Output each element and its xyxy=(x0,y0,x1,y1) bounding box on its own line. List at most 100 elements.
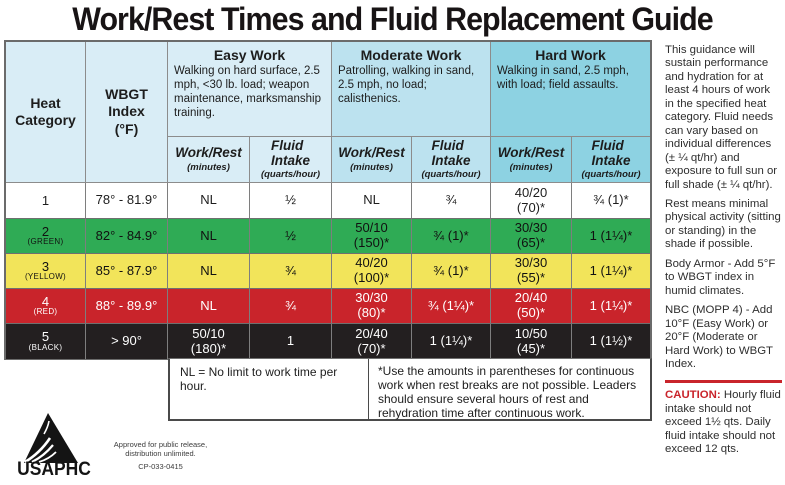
easy-fluid-cell: ½ xyxy=(250,219,332,254)
red-divider-rule xyxy=(665,380,782,384)
wbgt-range-cell: 78° - 81.9° xyxy=(86,183,168,219)
usaphc-logo-wordmark: USAPHC xyxy=(17,459,91,480)
usaphc-triangle-logo-icon xyxy=(24,413,78,464)
moderate-work-rest-cell: 50/10 (150)* xyxy=(332,219,412,254)
moderate-work-rest-cell: NL xyxy=(332,183,412,219)
hard-fluid-cell: ¾ (1)* xyxy=(572,183,650,219)
hard-fluid-cell: 1 (1½)* xyxy=(572,324,650,359)
group-header-hard-work: Hard Work Walking in sand, 2.5 mph, with… xyxy=(491,42,650,137)
wbgt-range-cell: 82° - 84.9° xyxy=(86,219,168,254)
table-row-heat-cat-4: 4 (RED) 88° - 89.9° NL ¾ 30/30 (80)* ¾ (… xyxy=(6,289,650,324)
subheader-moderate-work-rest: Work/Rest (minutes) xyxy=(332,137,412,183)
heat-category-number: 3 xyxy=(41,258,50,274)
table-row-heat-cat-5: 5 (BLACK) > 90° 50/10 (180)* 1 20/40 (70… xyxy=(6,324,650,359)
col-header-wbgt-index: WBGT Index (°F) xyxy=(86,42,168,183)
work-rest-table: Heat Category WBGT Index (°F) Easy Work … xyxy=(4,40,652,360)
hard-fluid-cell: 1 (1¼)* xyxy=(572,254,650,289)
wbgt-range-cell: 88° - 89.9° xyxy=(86,289,168,324)
hard-work-rest-cell: 30/30 (55)* xyxy=(491,254,572,289)
group-description: Walking in sand, 2.5 mph, with load; fie… xyxy=(497,65,629,92)
subheader-label: Fluid Intake xyxy=(591,138,631,168)
easy-work-rest-cell: NL xyxy=(168,254,250,289)
moderate-fluid-cell: 1 (1¼)* xyxy=(412,324,491,359)
easy-fluid-cell: ½ xyxy=(250,183,332,219)
hard-work-rest-cell: 40/20 (70)* xyxy=(491,183,572,219)
subheader-label: Work/Rest xyxy=(497,145,565,161)
col-header-heat-category: Heat Category xyxy=(6,42,86,183)
subheader-moderate-fluid-intake: Fluid Intake (quarts/hour) xyxy=(412,137,491,183)
table-row-heat-cat-1: 1 78° - 81.9° NL ½ NL ¾ 40/20 (70)* ¾ (1… xyxy=(6,183,650,219)
easy-work-rest-cell: 50/10 (180)* xyxy=(168,324,250,359)
heat-category-label: (RED) xyxy=(33,307,58,317)
moderate-fluid-cell: ¾ (1)* xyxy=(412,219,491,254)
subheader-label: Fluid Intake xyxy=(270,138,311,168)
caution-label: CAUTION: xyxy=(665,389,721,402)
subheader-unit: (minutes) xyxy=(509,161,553,173)
moderate-fluid-cell: ¾ xyxy=(412,183,491,219)
rest-definition-paragraph: Rest means minimal physical activity (si… xyxy=(665,197,781,251)
caution-text: Hourly fluid intake should not exceed 1½… xyxy=(665,389,781,456)
moderate-work-rest-cell: 40/20 (100)* xyxy=(332,254,412,289)
group-description: Walking on hard surface, 2.5 mph, <30 lb… xyxy=(174,65,322,120)
easy-fluid-cell: ¾ xyxy=(250,254,332,289)
group-header-easy-work: Easy Work Walking on hard surface, 2.5 m… xyxy=(168,42,332,137)
subheader-easy-work-rest: Work/Rest (minutes) xyxy=(168,137,250,183)
wbgt-range-cell: > 90° xyxy=(86,324,168,359)
group-title: Easy Work xyxy=(213,47,286,63)
hard-work-rest-cell: 30/30 (65)* xyxy=(491,219,572,254)
heat-category-label: (BLACK) xyxy=(28,342,63,352)
group-description: Patrolling, walking in sand, 2.5 mph, no… xyxy=(338,65,475,106)
wbgt-range-cell: 85° - 87.9° xyxy=(86,254,168,289)
hard-fluid-cell: 1 (1¼)* xyxy=(572,219,650,254)
page-title: Work/Rest Times and Fluid Replacement Gu… xyxy=(72,1,713,37)
moderate-fluid-cell: ¾ (1)* xyxy=(412,254,491,289)
heat-category-number: 1 xyxy=(41,192,50,208)
footnotes-box: NL = No limit to work time per hour. *Us… xyxy=(168,358,652,421)
subheader-unit: (minutes) xyxy=(350,161,393,173)
heat-category-number: 5 xyxy=(41,329,50,345)
table-body: 1 78° - 81.9° NL ½ NL ¾ 40/20 (70)* ¾ (1… xyxy=(6,183,650,359)
heat-category-label: (YELLOW) xyxy=(24,272,67,282)
heat-category-cell: 2 (GREEN) xyxy=(6,219,86,254)
heat-category-cell: 3 (YELLOW) xyxy=(6,254,86,289)
group-header-moderate-work: Moderate Work Patrolling, walking in san… xyxy=(332,42,491,137)
subheader-unit: (quarts/hour) xyxy=(421,168,481,180)
hard-work-rest-cell: 10/50 (45)* xyxy=(491,324,572,359)
group-title: Moderate Work xyxy=(360,47,462,63)
document-number: CP-033-0415 xyxy=(138,462,183,471)
footnote-nl-definition: NL = No limit to work time per hour. xyxy=(170,359,369,419)
subheader-unit: (quarts/hour) xyxy=(260,168,321,180)
heat-category-number: 4 xyxy=(41,293,50,309)
hard-work-rest-cell: 20/40 (50)* xyxy=(491,289,572,324)
footnote-asterisk-note: *Use the amounts in parentheses for cont… xyxy=(378,364,637,421)
table-row-heat-cat-2: 2 (GREEN) 82° - 84.9° NL ½ 50/10 (150)* … xyxy=(6,219,650,254)
subheader-unit: (minutes) xyxy=(187,161,230,173)
nbc-mopp-paragraph: NBC (MOPP 4) - Add 10°F (Easy Work) or 2… xyxy=(665,304,773,370)
caution-paragraph: CAUTION: Hourly fluid intake should not … xyxy=(665,389,782,456)
moderate-work-rest-cell: 20/40 (70)* xyxy=(332,324,412,359)
guidance-paragraph: This guidance will sustain performance a… xyxy=(665,44,778,191)
group-title: Hard Work xyxy=(535,47,606,63)
subheader-label: Fluid Intake xyxy=(431,138,471,168)
easy-fluid-cell: 1 xyxy=(250,324,332,359)
heat-category-cell: 5 (BLACK) xyxy=(6,324,86,359)
easy-fluid-cell: ¾ xyxy=(250,289,332,324)
moderate-work-rest-cell: 30/30 (80)* xyxy=(332,289,412,324)
heat-category-cell: 4 (RED) xyxy=(6,289,86,324)
subheader-unit: (quarts/hour) xyxy=(581,168,641,180)
hard-fluid-cell: 1 (1¼)* xyxy=(572,289,650,324)
subheader-label: Work/Rest xyxy=(338,145,405,161)
subheader-hard-fluid-intake: Fluid Intake (quarts/hour) xyxy=(572,137,650,183)
table-row-heat-cat-3: 3 (YELLOW) 85° - 87.9° NL ¾ 40/20 (100)*… xyxy=(6,254,650,289)
body-armor-paragraph: Body Armor - Add 5°F to WBGT index in hu… xyxy=(665,257,776,297)
subheader-label: Work/Rest xyxy=(175,145,242,161)
heat-category-label: (GREEN) xyxy=(27,237,64,247)
heat-category-number: 2 xyxy=(41,223,50,239)
approval-statement: Approved for public release, distributio… xyxy=(113,440,208,459)
subheader-easy-fluid-intake: Fluid Intake (quarts/hour) xyxy=(250,137,332,183)
easy-work-rest-cell: NL xyxy=(168,183,250,219)
heat-category-cell: 1 xyxy=(6,183,86,219)
easy-work-rest-cell: NL xyxy=(168,219,250,254)
guidance-sidebar: This guidance will sustain performance a… xyxy=(665,44,782,463)
